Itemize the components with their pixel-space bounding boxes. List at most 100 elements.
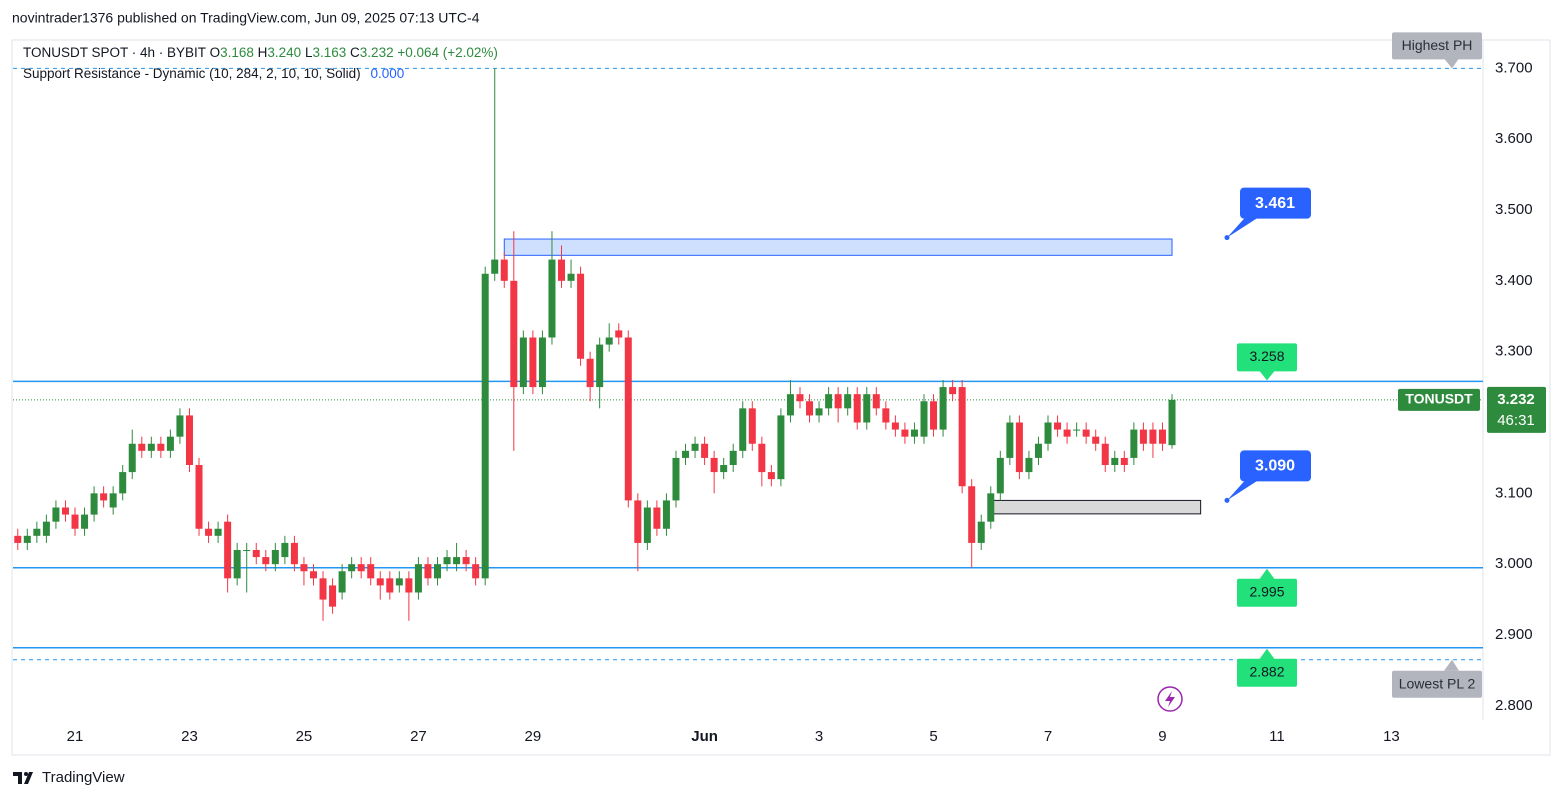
- candle-body: [100, 493, 108, 501]
- candle-body: [71, 514, 79, 529]
- level-label: 3.258: [1249, 348, 1284, 364]
- x-tick-label: Jun: [691, 728, 718, 745]
- candle-body: [710, 457, 718, 473]
- ohlc-value: 3.168: [220, 45, 254, 60]
- candle-body: [195, 465, 203, 529]
- candle-body: [14, 535, 22, 543]
- callout-pointer: [1227, 217, 1258, 238]
- candle-body: [500, 259, 508, 281]
- candle-body: [672, 457, 680, 501]
- candle-body: [901, 429, 909, 437]
- candle-body: [300, 564, 308, 572]
- candle-body: [720, 465, 728, 473]
- candle-body: [806, 401, 814, 416]
- candle-body: [1120, 457, 1128, 465]
- candle-body: [481, 273, 489, 579]
- candle-body: [1054, 422, 1062, 430]
- candle-body: [1082, 429, 1090, 437]
- indicator-value: 0.000: [370, 66, 405, 81]
- indicator-name: Support Resistance - Dynamic (10, 284, 2…: [23, 66, 361, 81]
- candle-body: [777, 415, 785, 480]
- callout-label: 3.090: [1255, 458, 1295, 475]
- candle-body: [395, 578, 403, 586]
- candle-body: [109, 493, 117, 508]
- price-tag: [1487, 386, 1546, 433]
- candle-body: [138, 443, 146, 451]
- x-tick-label: 3: [815, 728, 823, 745]
- candle-body: [147, 443, 155, 451]
- candle-body: [758, 443, 766, 473]
- candle-body: [1015, 422, 1023, 473]
- pivot-pointer: [1444, 58, 1459, 69]
- candle-body: [42, 521, 50, 536]
- x-tick-label: 7: [1044, 728, 1052, 745]
- candle-body: [662, 500, 670, 529]
- candle-body: [910, 429, 918, 437]
- candle-body: [81, 514, 89, 529]
- candle-body: [61, 507, 69, 515]
- y-tick-label: 3.100: [1495, 484, 1533, 501]
- candle-body: [157, 443, 165, 451]
- lightning-icon[interactable]: [1157, 686, 1183, 712]
- publish-header: novintrader1376 published on TradingView…: [12, 10, 480, 26]
- candle-body: [1063, 429, 1071, 437]
- candle-body: [224, 521, 232, 579]
- price-tag-label: 3.232: [1497, 391, 1535, 408]
- candle-body: [166, 436, 174, 451]
- x-tick-label: 27: [410, 728, 427, 745]
- candle-body: [1034, 443, 1042, 458]
- candle-body: [348, 564, 356, 572]
- chart-frame: [11, 39, 1551, 756]
- ohlc-letter: O: [209, 45, 221, 60]
- symbol-tag-label: TONUSDT: [1405, 391, 1473, 407]
- candle-body: [1168, 399, 1176, 446]
- candle-body: [1073, 429, 1081, 431]
- indicator-legend: Support Resistance - Dynamic (10, 284, 2…: [23, 66, 404, 81]
- candle-body: [930, 401, 938, 430]
- candle-body: [739, 408, 747, 451]
- candle-body: [987, 493, 995, 522]
- tradingview-logo: [13, 772, 33, 784]
- candle-body: [653, 507, 661, 529]
- pivot-box: [1392, 670, 1482, 698]
- candle-body: [624, 337, 632, 501]
- candle-body: [538, 337, 546, 388]
- candle-body: [319, 578, 327, 600]
- candle-body: [882, 408, 890, 423]
- candle-body: [958, 387, 966, 487]
- candle-body: [529, 337, 537, 388]
- candle-body: [558, 259, 566, 281]
- candle-body: [567, 273, 575, 281]
- candle-body: [119, 472, 127, 494]
- y-tick-label: 3.300: [1495, 343, 1533, 360]
- candle-body: [1139, 429, 1147, 444]
- ohlc-value: 3.232: [359, 45, 394, 60]
- candle-body: [33, 528, 41, 536]
- candle-body: [968, 486, 976, 543]
- candle-body: [233, 550, 241, 579]
- candle-body: [271, 550, 279, 565]
- symbol-legend: TONUSDT SPOT · 4h · BYBIT O3.168 H3.240 …: [23, 45, 498, 60]
- level-pointer: [1259, 568, 1275, 580]
- candle-body: [615, 330, 623, 338]
- candle-body: [786, 394, 794, 416]
- candle-body: [1111, 457, 1119, 465]
- pivot-label: Lowest PL 2: [1399, 675, 1476, 691]
- y-tick-label: 3.400: [1495, 272, 1533, 289]
- candle-body: [424, 564, 432, 579]
- candle-body: [767, 472, 775, 480]
- candle-body: [176, 415, 184, 437]
- candle-body: [309, 571, 317, 579]
- candle-body: [329, 585, 337, 607]
- candle-body: [90, 493, 98, 515]
- x-tick-label: 11: [1269, 728, 1285, 745]
- candle-body: [357, 564, 365, 572]
- candle-body: [643, 507, 651, 543]
- candle-body: [1006, 422, 1014, 458]
- candle-body: [815, 408, 823, 416]
- candle-body: [252, 550, 260, 558]
- candle-body: [1130, 429, 1138, 458]
- candle-body: [214, 528, 222, 536]
- candle-body: [748, 408, 756, 444]
- symbol-line: TONUSDT SPOT · 4h · BYBIT: [23, 45, 206, 60]
